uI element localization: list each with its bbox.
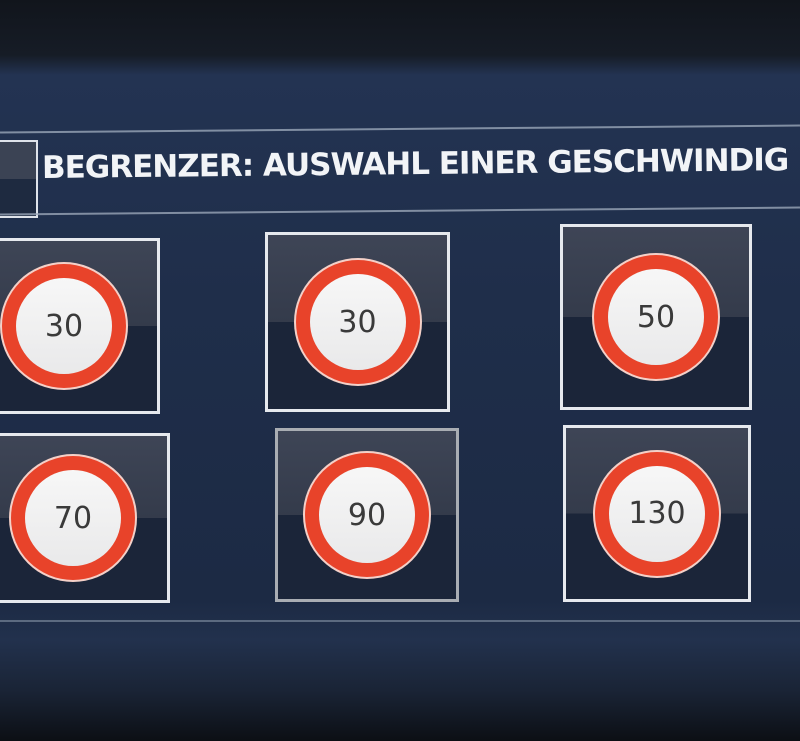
back-button[interactable] xyxy=(0,140,38,218)
speed-value: 30 xyxy=(338,304,377,340)
page-title: BEGRENZER: AUSWAHL EINER GESCHWINDIG xyxy=(41,142,789,186)
speed-option-2[interactable]: 30 xyxy=(265,232,450,412)
speed-option-3[interactable]: 50 xyxy=(560,224,752,410)
header-bottom-divider xyxy=(0,206,800,216)
speed-value: 70 xyxy=(53,500,93,536)
speed-value: 90 xyxy=(347,497,387,533)
speed-value: 30 xyxy=(44,308,84,344)
speed-limit-sign-icon: 70 xyxy=(11,456,135,580)
speed-option-4[interactable]: 70 xyxy=(0,433,170,603)
speed-option-5[interactable]: 90 xyxy=(275,428,459,602)
speed-value: 50 xyxy=(636,299,676,335)
speed-limit-sign-icon: 50 xyxy=(594,255,718,379)
footer-divider xyxy=(0,620,800,622)
speed-option-1[interactable]: 30 xyxy=(0,238,160,414)
speed-limit-sign-icon: 90 xyxy=(305,453,429,577)
speed-limit-sign-icon: 30 xyxy=(295,260,420,384)
header-top-divider xyxy=(0,124,800,134)
speed-option-6[interactable]: 130 xyxy=(563,425,751,602)
speed-limit-sign-icon: 30 xyxy=(2,264,126,388)
speed-limit-sign-icon: 130 xyxy=(595,451,719,576)
speed-value: 130 xyxy=(628,496,686,531)
